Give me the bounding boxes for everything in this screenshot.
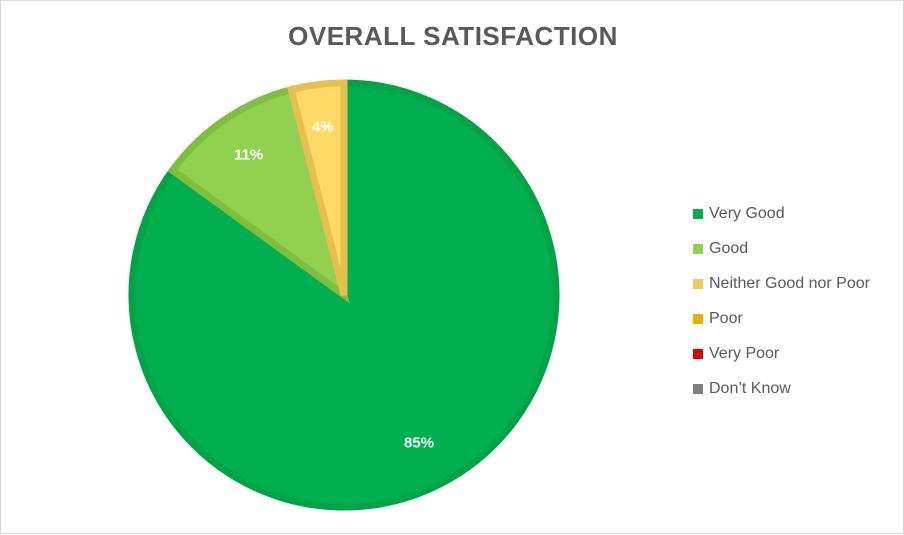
legend-label: Don’t Know: [709, 379, 791, 397]
legend-item-neither: Neither Good nor Poor: [693, 266, 870, 301]
legend-swatch: [693, 208, 703, 219]
legend-item-very-good: Very Good: [693, 196, 870, 231]
legend: Very Good Good Neither Good nor Poor Poor Ve…: [693, 196, 870, 406]
legend-item-dont-know: Don’t Know: [693, 371, 870, 406]
legend-item-good: Good: [693, 231, 870, 266]
legend-swatch: [693, 243, 703, 254]
legend-swatch: [693, 278, 703, 289]
data-label-neither: 4%: [312, 119, 334, 136]
legend-label: Good: [709, 239, 749, 257]
data-label-very-good: 85%: [404, 434, 434, 451]
legend-label: Poor: [709, 309, 743, 327]
legend-label: Very Good: [709, 204, 785, 222]
data-label-good: 11%: [234, 147, 263, 164]
slice-neither: [287, 79, 348, 296]
legend-item-poor: Poor: [693, 301, 870, 336]
legend-swatch: [693, 383, 703, 394]
chart-title: OVERALL SATISFACTION: [288, 21, 618, 51]
legend-label: Very Poor: [709, 344, 780, 362]
legend-swatch: [693, 348, 703, 359]
legend-label: Neither Good nor Poor: [709, 274, 870, 292]
legend-swatch: [693, 313, 703, 324]
legend-item-very-poor: Very Poor: [693, 336, 870, 371]
